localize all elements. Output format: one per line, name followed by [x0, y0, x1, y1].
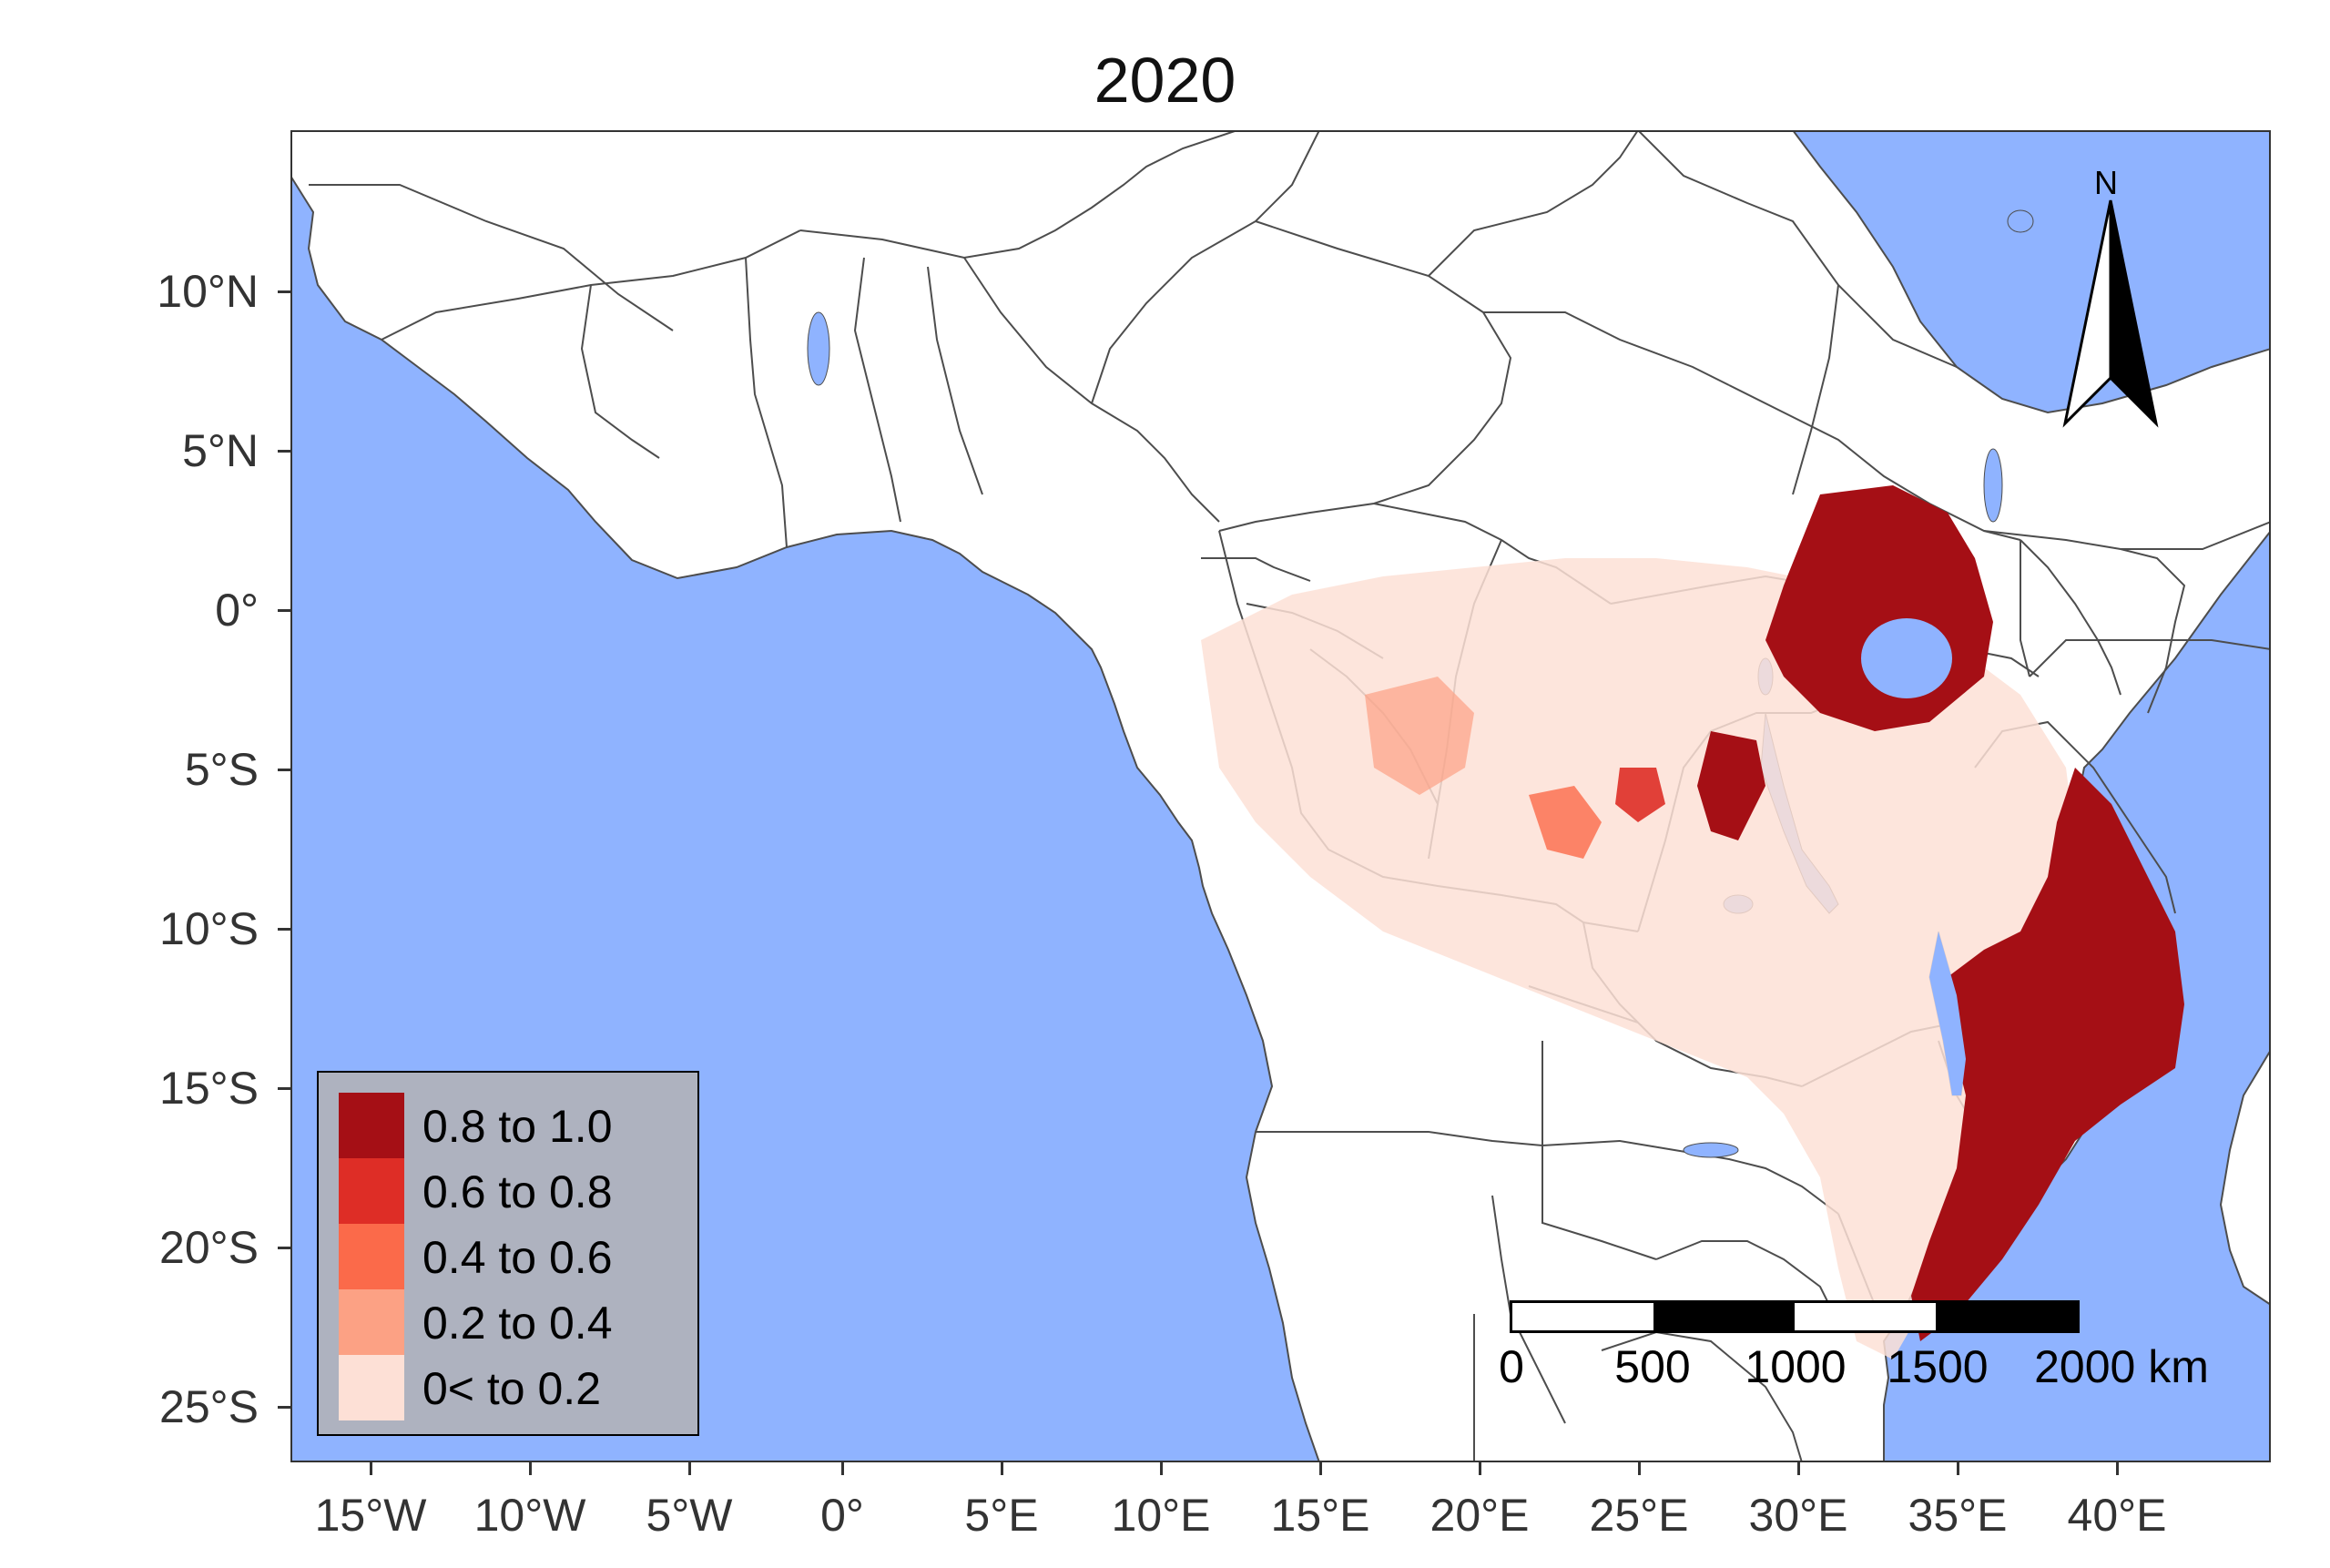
x-axis-label-40e: 40°E — [2067, 1490, 2167, 1541]
legend-swatch — [339, 1224, 404, 1289]
legend-swatch — [339, 1355, 404, 1420]
y-axis-label-0: 0° — [215, 585, 259, 636]
y-tick — [278, 1247, 290, 1249]
x-axis-label-20e: 20°E — [1430, 1490, 1530, 1541]
legend-label: 0.2 to 0.4 — [422, 1298, 613, 1349]
x-axis-label-10e: 10°E — [1111, 1490, 1211, 1541]
scale-label-2000km: 2000 km — [2034, 1341, 2209, 1392]
legend-item: 0.2 to 0.4 — [339, 1289, 685, 1355]
x-axis-label-15e: 15°E — [1270, 1490, 1370, 1541]
zone-0.2-0.4 — [1365, 677, 1474, 795]
x-axis-label-35e: 35°E — [1908, 1490, 2008, 1541]
y-tick — [278, 609, 290, 612]
x-tick — [1319, 1462, 1322, 1475]
y-axis-label-5s: 5°S — [184, 744, 259, 795]
map-title: 2020 — [1094, 45, 1236, 116]
lake-volta — [807, 311, 830, 386]
zone-0.6-0.8 — [1615, 768, 1665, 822]
x-axis-label-30e: 30°E — [1748, 1490, 1848, 1541]
x-tick — [1638, 1462, 1641, 1475]
x-axis-label-25e: 25°E — [1589, 1490, 1689, 1541]
north-arrow-label: N — [2094, 164, 2118, 201]
scale-label-0: 0 — [1499, 1341, 1524, 1392]
map-panel — [290, 130, 2271, 1462]
x-tick — [841, 1462, 844, 1475]
y-axis-label-15s: 15°S — [159, 1063, 259, 1114]
x-axis-label-5e: 5°E — [964, 1490, 1039, 1541]
y-axis-label-10n: 10°N — [157, 266, 259, 317]
legend-label: 0< to 0.2 — [422, 1363, 601, 1414]
legend: 0.8 to 1.0 0.6 to 0.8 0.4 to 0.6 0.2 to … — [317, 1071, 699, 1436]
legend-swatch — [339, 1158, 404, 1224]
zone-0.4-0.6 — [1529, 786, 1602, 859]
y-axis-label-10s: 10°S — [159, 903, 259, 954]
y-axis-label-20s: 20°S — [159, 1222, 259, 1273]
x-tick — [529, 1462, 532, 1475]
scale-label-1500: 1500 — [1887, 1341, 1989, 1392]
zone-0.8-1.0-west — [1697, 731, 1765, 840]
x-tick — [370, 1462, 372, 1475]
x-tick — [1797, 1462, 1800, 1475]
zone-0.8-1.0-coast — [1911, 768, 2184, 1341]
legend-label: 0.6 to 0.8 — [422, 1166, 613, 1217]
x-axis-label-15w: 15°W — [314, 1490, 427, 1541]
y-tick — [278, 1087, 290, 1090]
legend-item: 0< to 0.2 — [339, 1355, 685, 1420]
legend-label: 0.8 to 1.0 — [422, 1101, 613, 1152]
lake-turkana — [1983, 448, 2003, 523]
y-tick — [278, 450, 290, 453]
y-tick — [278, 290, 290, 293]
y-axis-label-25s: 25°S — [159, 1381, 259, 1432]
legend-item: 0.4 to 0.6 — [339, 1224, 685, 1289]
y-tick — [278, 769, 290, 771]
y-tick — [278, 928, 290, 931]
legend-swatch — [339, 1093, 404, 1158]
x-tick — [2116, 1462, 2119, 1475]
legend-item: 0.6 to 0.8 — [339, 1158, 685, 1224]
x-axis-label-5w: 5°W — [646, 1490, 733, 1541]
x-axis-label-10w: 10°W — [473, 1490, 586, 1541]
scale-label-500: 500 — [1614, 1341, 1691, 1392]
x-tick — [688, 1462, 691, 1475]
legend-label: 0.4 to 0.6 — [422, 1232, 613, 1283]
madagascar-land — [2219, 1048, 2271, 1307]
y-tick — [278, 1406, 290, 1409]
y-axis-label-5n: 5°N — [182, 425, 259, 476]
scale-bar — [1510, 1300, 2080, 1333]
north-arrow-icon — [2062, 199, 2159, 428]
x-tick — [1160, 1462, 1163, 1475]
legend-item: 0.8 to 1.0 — [339, 1093, 685, 1158]
lake-tana — [2007, 209, 2034, 233]
lake-kariba — [1683, 1142, 1739, 1158]
x-tick — [1479, 1462, 1481, 1475]
x-tick — [1001, 1462, 1003, 1475]
legend-swatch — [339, 1289, 404, 1355]
scale-label-1000: 1000 — [1745, 1341, 1847, 1392]
x-tick — [1957, 1462, 1959, 1475]
x-axis-label-0: 0° — [820, 1490, 864, 1541]
